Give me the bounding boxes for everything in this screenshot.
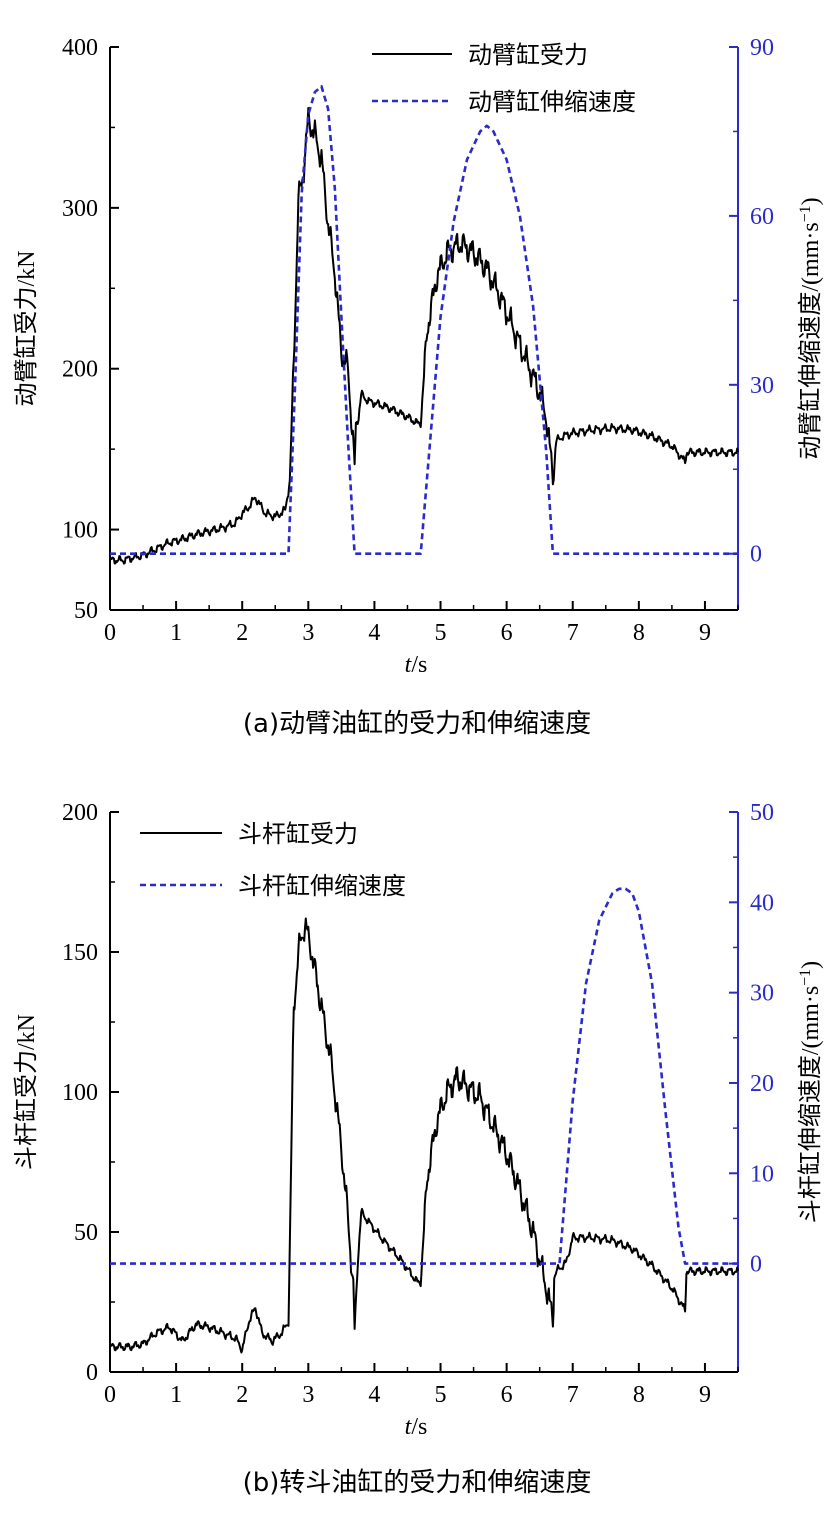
- x-tick-label: 1: [170, 620, 182, 646]
- x-tick-label: 9: [699, 1382, 711, 1408]
- y-right-tick-label: 10: [750, 1161, 774, 1187]
- y-axis-right-label-main-a: 动臂缸伸缩速度/(mm·s: [797, 222, 824, 459]
- x-axis-label-unit-b: /s: [411, 1414, 427, 1440]
- y-axis-right-label-sup-a: −1: [797, 205, 814, 222]
- series-b: [109, 887, 739, 1354]
- x-tick-label: 7: [567, 1382, 579, 1408]
- legend-label-force-b: 斗杆缸受力: [238, 820, 358, 848]
- y-axis-right-label-b: 斗杆缸伸缩速度/(mm·s−1): [797, 961, 825, 1223]
- ticks-a: 0 1 2 3 4 5 6 7 8 9 50 100 200 300 400 0 30 60 90: [62, 35, 774, 646]
- y-left-tick-label: 50: [74, 598, 98, 624]
- series-line-speed: [110, 85, 738, 555]
- y-right-tick-label: 20: [750, 1071, 774, 1097]
- y-left-tick-label: 0: [86, 1360, 98, 1386]
- y-left-tick-label: 100: [62, 518, 98, 544]
- y-left-tick-label: 200: [62, 357, 98, 383]
- y-left-tick-label: 200: [62, 800, 98, 826]
- y-axis-left-label-a: 动臂缸受力/kN: [13, 251, 40, 407]
- y-axis-right-label-main-b: 斗杆缸伸缩速度/(mm·s: [797, 986, 824, 1223]
- x-tick-label: 9: [699, 620, 711, 646]
- x-tick-label: 8: [633, 620, 645, 646]
- x-tick-label: 2: [236, 620, 248, 646]
- y-axis-right-label-end-b: ): [798, 961, 824, 969]
- caption-b: (b)转斗油缸的受力和伸缩速度: [243, 1468, 592, 1498]
- y-right-tick-label: 50: [750, 800, 774, 826]
- y-left-tick-label: 150: [62, 940, 98, 966]
- x-axis-label-b: t/s: [405, 1414, 428, 1440]
- y-right-tick-label: 30: [750, 981, 774, 1007]
- series-a: [109, 85, 739, 565]
- caption-a: (a)动臂油缸的受力和伸缩速度: [243, 709, 591, 739]
- y-axis-right-label-a: 动臂缸伸缩速度/(mm·s−1): [797, 197, 825, 459]
- x-tick-label: 2: [236, 1382, 248, 1408]
- x-tick-label: 1: [170, 1382, 182, 1408]
- y-axis-right-label-sup-b: −1: [797, 969, 814, 986]
- axes-frame-b: [109, 812, 739, 1373]
- y-right-tick-label: 0: [750, 1252, 762, 1278]
- x-axis-label-italic-a: t: [405, 652, 413, 678]
- y-right-tick-label: 0: [750, 542, 762, 568]
- x-tick-label: 7: [567, 620, 579, 646]
- legend-a: 动臂缸受力 动臂缸伸缩速度: [372, 41, 636, 116]
- x-tick-label: 0: [104, 620, 116, 646]
- legend-b: 斗杆缸受力 斗杆缸伸缩速度: [140, 820, 406, 900]
- panel-a: 0 1 2 3 4 5 6 7 8 9 50 100 200 300 400 0 30 60 90 动臂缸受力 动臂…: [13, 35, 824, 739]
- y-left-tick-label: 300: [62, 196, 98, 222]
- x-tick-label: 5: [435, 1382, 447, 1408]
- ticks-b: 0 1 2 3 4 5 6 7 8 9 0 50 100 150 200 0 10 20 30 40 50: [62, 800, 774, 1408]
- x-axis-label-a: t/s: [405, 652, 428, 678]
- y-left-tick-label: 400: [62, 35, 98, 61]
- axes-frame-a: [109, 47, 739, 611]
- legend-label-speed-b: 斗杆缸伸缩速度: [238, 872, 406, 900]
- y-right-tick-label: 40: [750, 890, 774, 916]
- x-axis-label-unit-a: /s: [411, 652, 427, 678]
- x-tick-label: 8: [633, 1382, 645, 1408]
- series-line-force: [109, 107, 739, 565]
- series-line-speed: [110, 887, 738, 1265]
- x-tick-label: 3: [302, 620, 314, 646]
- x-tick-label: 3: [302, 1382, 314, 1408]
- y-left-tick-label: 50: [74, 1220, 98, 1246]
- y-right-tick-label: 30: [750, 373, 774, 399]
- x-tick-label: 4: [368, 620, 380, 646]
- y-right-tick-label: 60: [750, 204, 774, 230]
- legend-label-speed-a: 动臂缸伸缩速度: [468, 88, 636, 116]
- y-left-tick-label: 100: [62, 1080, 98, 1106]
- x-tick-label: 6: [501, 620, 513, 646]
- x-tick-label: 6: [501, 1382, 513, 1408]
- panel-b: 0 1 2 3 4 5 6 7 8 9 0 50 100 150 200 0 10 20 30 40 50 斗杆缸受力 …: [13, 800, 824, 1498]
- y-axis-right-label-end-a: ): [798, 197, 824, 205]
- y-axis-left-label-b: 斗杆缸受力/kN: [13, 1014, 40, 1170]
- legend-label-force-a: 动臂缸受力: [468, 41, 588, 69]
- series-line-force: [109, 917, 739, 1354]
- x-tick-label: 5: [435, 620, 447, 646]
- x-tick-label: 4: [368, 1382, 380, 1408]
- x-axis-label-italic-b: t: [405, 1414, 413, 1440]
- x-tick-label: 0: [104, 1382, 116, 1408]
- y-right-tick-label: 90: [750, 35, 774, 61]
